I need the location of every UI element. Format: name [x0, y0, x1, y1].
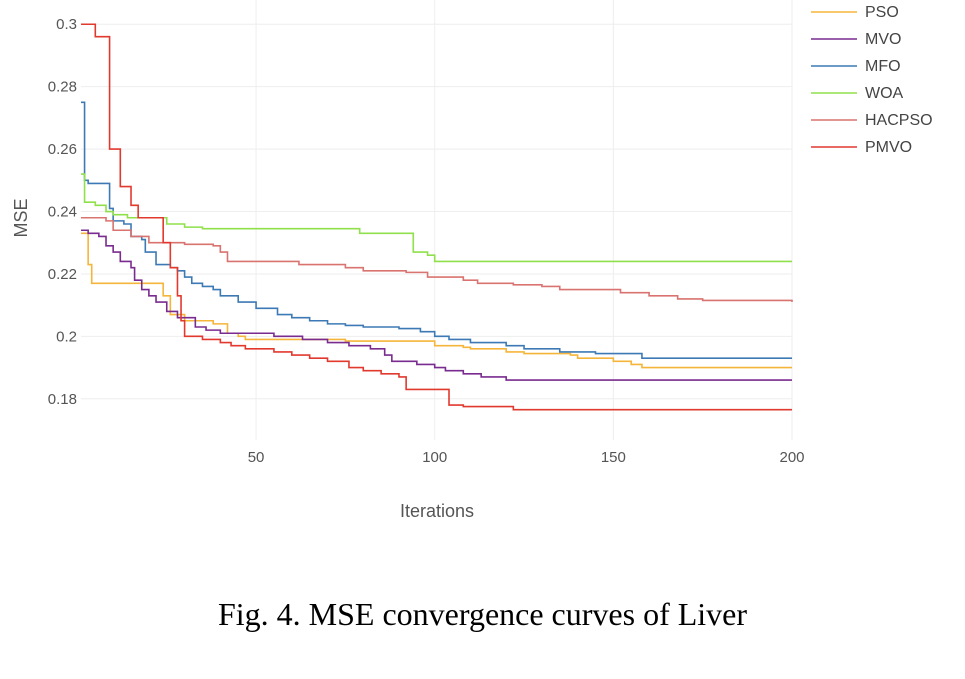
legend-label-woa: WOA — [865, 85, 904, 102]
x-tick-label: 50 — [248, 449, 265, 466]
legend-label-mvo: MVO — [865, 31, 901, 48]
legend-label-hacpso: HACPSO — [865, 112, 933, 129]
y-tick-label: 0.22 — [48, 266, 77, 283]
x-tick-label: 200 — [779, 449, 804, 466]
y-tick-label: 0.18 — [48, 391, 77, 408]
legend: PSO MVO MFO WOA HACPSO PMVO — [811, 4, 933, 156]
legend-label-mfo: MFO — [865, 58, 901, 75]
y-axis-title: MSE — [11, 198, 31, 237]
series-line-pso — [81, 232, 792, 369]
series-line-hacpso — [81, 216, 793, 303]
x-tick-label: 150 — [601, 449, 626, 466]
series-line-mfo — [81, 101, 792, 360]
legend-label-pmvo: PMVO — [865, 139, 912, 156]
legend-label-pso: PSO — [865, 4, 899, 21]
y-tick-label: 0.24 — [48, 204, 77, 221]
gridlines — [81, 0, 793, 440]
y-tick-label: 0.3 — [56, 16, 77, 33]
series-line-mvo — [81, 229, 792, 381]
y-tick-label: 0.26 — [48, 141, 77, 158]
x-axis-title: Iterations — [400, 501, 474, 521]
y-tick-label: 0.2 — [56, 328, 77, 345]
x-tick-label: 100 — [422, 449, 447, 466]
series-line-pmvo — [81, 23, 792, 411]
series-line-woa — [81, 173, 792, 263]
figure-caption: Fig. 4. MSE convergence curves of Liver — [217, 596, 748, 632]
tick-labels: 0.18 0.2 0.22 0.24 0.26 0.28 0.3 50 100 150 200 — [48, 16, 805, 466]
series-lines — [81, 23, 793, 411]
y-tick-label: 0.28 — [48, 79, 77, 96]
